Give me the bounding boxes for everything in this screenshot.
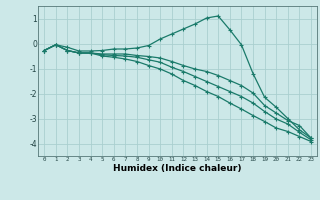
X-axis label: Humidex (Indice chaleur): Humidex (Indice chaleur) xyxy=(113,164,242,173)
